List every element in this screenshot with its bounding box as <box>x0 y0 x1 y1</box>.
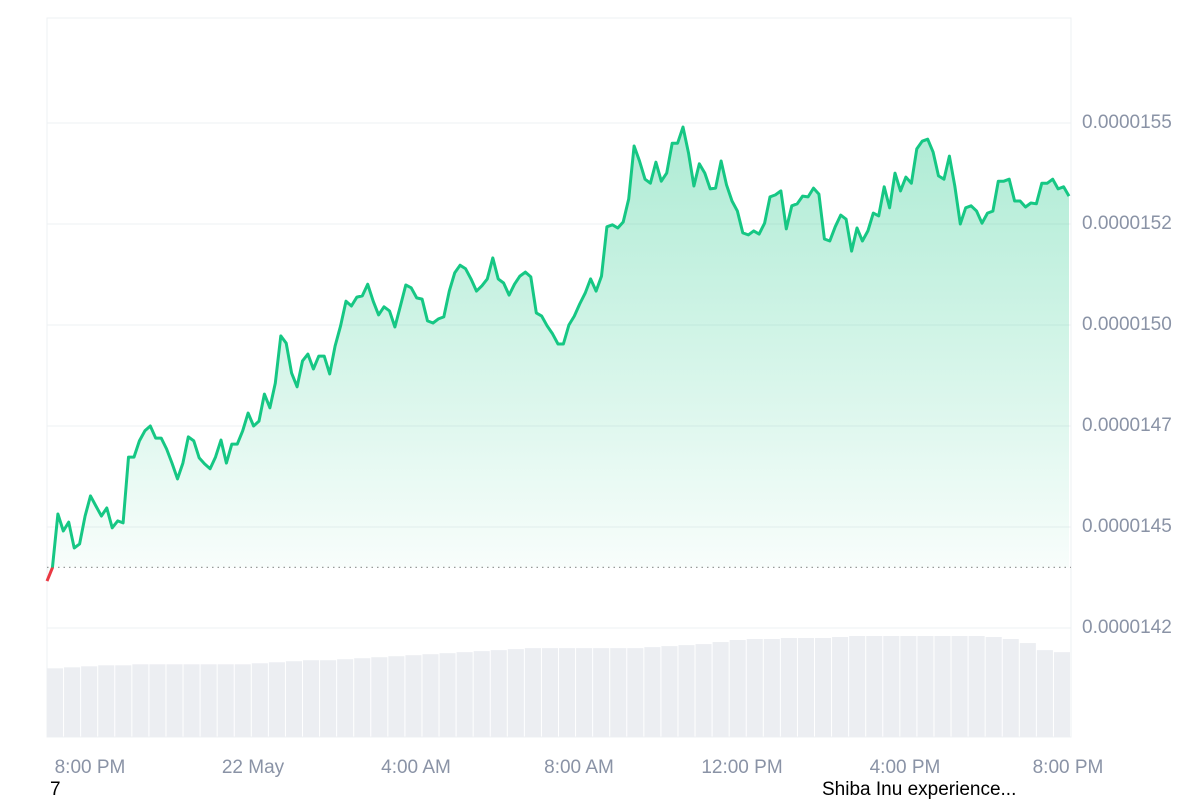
volume-bar <box>934 636 951 737</box>
footer-text: 7 <box>50 779 61 800</box>
volume-bar <box>610 648 627 737</box>
volume-bar <box>320 660 337 737</box>
volume-bar <box>251 663 268 737</box>
x-tick-label: 12:00 PM <box>701 757 782 778</box>
price-line <box>45 125 1071 582</box>
volume-bar <box>576 648 593 737</box>
volume-bar <box>1019 643 1036 737</box>
volume-bar <box>98 665 115 737</box>
volume-bar <box>337 659 354 737</box>
volume-bar <box>849 636 866 737</box>
volume-bar <box>627 648 644 737</box>
volume-bar <box>456 652 473 737</box>
volume-bar <box>644 647 661 737</box>
y-tick-label: 0.0000152 <box>1082 213 1172 234</box>
volume-bar <box>797 638 814 737</box>
volume-bar <box>64 667 81 737</box>
y-tick-label: 0.0000145 <box>1082 516 1172 537</box>
volume-bar <box>917 636 934 737</box>
volume-bar <box>217 664 234 737</box>
volume-bar <box>354 658 371 737</box>
volume-bar <box>405 655 422 737</box>
volume-bar <box>832 637 849 737</box>
volume-bar <box>541 648 558 737</box>
volume-bar <box>371 657 388 737</box>
volume-bar <box>763 639 780 737</box>
volume-bar <box>746 639 763 737</box>
area <box>47 127 1069 582</box>
volume-bar <box>559 648 576 737</box>
volume-bar <box>593 648 610 737</box>
volume-bar <box>968 636 985 737</box>
volume-bar <box>815 638 832 737</box>
x-tick-label: 8:00 PM <box>1033 757 1104 778</box>
volume-bar <box>166 664 183 737</box>
y-tick-label: 0.0000155 <box>1082 112 1172 133</box>
volume-bar <box>115 665 132 737</box>
volume-bar <box>388 656 405 737</box>
volume-bar <box>780 638 797 737</box>
volume-bar <box>729 640 746 737</box>
x-tick-label: 8:00 PM <box>55 757 126 778</box>
volume-bar <box>268 662 285 737</box>
volume-bar <box>473 651 490 737</box>
volume-bar <box>866 636 883 737</box>
volume-bar <box>1053 652 1070 737</box>
volume-bar <box>422 654 439 737</box>
volume-bar <box>883 636 900 737</box>
x-tick-label: 22 May <box>222 757 285 778</box>
volume-bar <box>661 646 678 737</box>
volume-bar <box>951 636 968 737</box>
volume-bar <box>985 637 1002 737</box>
volume-bar <box>200 664 217 737</box>
volume-bar <box>712 642 729 737</box>
y-tick-label: 0.0000147 <box>1082 415 1172 436</box>
y-tick-label: 0.0000150 <box>1082 314 1172 335</box>
volume-bar <box>507 649 524 737</box>
volume-bar <box>1036 650 1053 737</box>
volume-bar <box>524 648 541 737</box>
volume-bar <box>678 645 695 737</box>
volume-bar <box>303 660 320 737</box>
volume-bar <box>81 666 98 737</box>
y-tick-label: 0.0000142 <box>1082 617 1172 638</box>
x-tick-label: 4:00 AM <box>381 757 451 778</box>
x-tick-label: 4:00 PM <box>870 757 941 778</box>
volume-bar <box>234 664 251 737</box>
volume-bar <box>439 653 456 737</box>
volume-bar <box>1002 639 1019 737</box>
volume-bar <box>183 664 200 737</box>
volume-bar <box>47 668 64 737</box>
volume-bar <box>149 664 166 737</box>
volume-bar <box>490 650 507 737</box>
volume-bar <box>132 664 149 737</box>
x-tick-label: 8:00 AM <box>544 757 614 778</box>
volume-bar <box>285 661 302 737</box>
volume-bar <box>900 636 917 737</box>
footer-text: Shiba Inu experience... <box>822 779 1016 800</box>
volume-bar <box>695 644 712 737</box>
